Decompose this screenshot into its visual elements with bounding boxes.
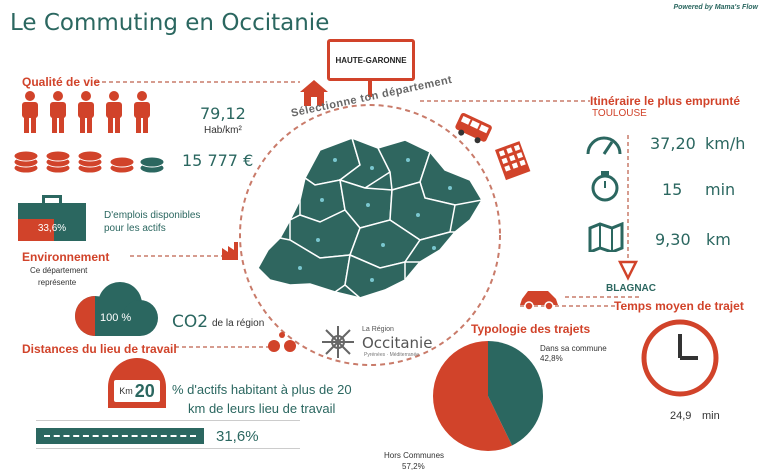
- speed-sign: Km 20: [108, 358, 166, 408]
- co2-label: CO2: [172, 312, 209, 332]
- map-city-dots: [298, 158, 452, 282]
- occitanie-map: [257, 136, 484, 299]
- km-value: 20: [134, 380, 155, 401]
- quality-heading: Qualité de vie: [22, 75, 101, 89]
- co2-suffix: de la région: [212, 318, 265, 329]
- car-icon: [520, 291, 558, 311]
- people-icons: [22, 91, 150, 133]
- map-icon: [588, 222, 624, 252]
- department-select[interactable]: HAUTE-GARONNE: [327, 39, 415, 81]
- travel-time-value: 24,9: [670, 410, 692, 422]
- employment-label-2: pour les actifs: [104, 223, 166, 234]
- stopwatch-icon: [591, 171, 619, 202]
- page-title: Le Commuting en Occitanie: [10, 10, 330, 36]
- dashed-ring: [239, 104, 501, 366]
- speed-value: 37,20: [650, 134, 696, 153]
- environment-heading: Environnement: [22, 250, 110, 264]
- distance-text-2: km de leurs lieu de travail: [188, 401, 336, 416]
- travel-time-heading: Temps moyen de trajet: [614, 299, 744, 313]
- out-commune-percent: 57,2%: [402, 462, 425, 471]
- logo-line2: Occitanie: [362, 334, 433, 352]
- pin-icon: [617, 260, 639, 281]
- occitanie-cross-icon: [322, 326, 354, 358]
- distance-value: 9,30: [655, 230, 691, 249]
- logo-line1: La Région: [362, 326, 394, 333]
- coins-icon: [13, 150, 165, 174]
- distance-text-1: % d'actifs habitant à plus de 20: [172, 382, 352, 397]
- itinerary-from: TOULOUSE: [592, 108, 647, 119]
- itinerary-heading: Itinéraire le plus emprunté: [590, 94, 741, 108]
- logo-line3: Pyrénées · Méditerranée: [364, 352, 420, 358]
- speedometer-icon: [586, 136, 622, 155]
- trip-types-heading: Typologie des trajets: [471, 322, 591, 336]
- environment-desc-2: représente: [38, 278, 77, 287]
- department-select-value: HAUTE-GARONNE: [335, 55, 407, 65]
- cloud-value: 100 %: [100, 312, 132, 324]
- clock-icon: [641, 319, 719, 397]
- in-commune-label: Dans sa commune: [540, 344, 607, 353]
- time-value: 15: [662, 180, 683, 199]
- house-icon: [300, 80, 328, 106]
- time-unit: min: [705, 180, 736, 199]
- road-line-top: [36, 420, 300, 421]
- income-value: 15 777 €: [182, 151, 254, 170]
- itinerary-to: BLAGNAC: [606, 283, 656, 294]
- building-icon: [495, 141, 531, 181]
- road-line-bottom: [36, 448, 300, 449]
- distances-heading: Distances du lieu de travail: [22, 342, 177, 356]
- pie-slice-out-commune: [433, 341, 513, 451]
- km-prefix: Km: [119, 386, 133, 396]
- in-commune-percent: 42,8%: [540, 354, 563, 363]
- travel-time-unit: min: [702, 410, 720, 422]
- environment-desc-1: Ce département: [30, 266, 88, 275]
- bus-icon: [455, 112, 492, 144]
- density-value: 79,12: [200, 104, 246, 123]
- trip-types-pie: [433, 341, 543, 451]
- sign-post: [368, 81, 372, 97]
- employment-label-1: D'emplois disponibles: [104, 210, 201, 221]
- cloud-icon: [75, 282, 158, 336]
- cyclist-icon: [268, 332, 296, 352]
- factory-icon: [222, 242, 238, 260]
- employment-percent: 33,6%: [37, 223, 67, 234]
- distance-percent: 31,6%: [216, 428, 259, 445]
- pie-slice-in-commune: [488, 341, 543, 446]
- road-bar: [36, 428, 204, 444]
- speed-unit: km/h: [705, 134, 746, 153]
- powered-by: Powered by Mama's Flow: [673, 4, 758, 11]
- density-unit: Hab/km²: [204, 125, 242, 136]
- briefcase-icon: 33,6%: [18, 195, 86, 241]
- distance-unit: km: [706, 230, 731, 249]
- out-commune-label: Hors Communes: [384, 451, 445, 460]
